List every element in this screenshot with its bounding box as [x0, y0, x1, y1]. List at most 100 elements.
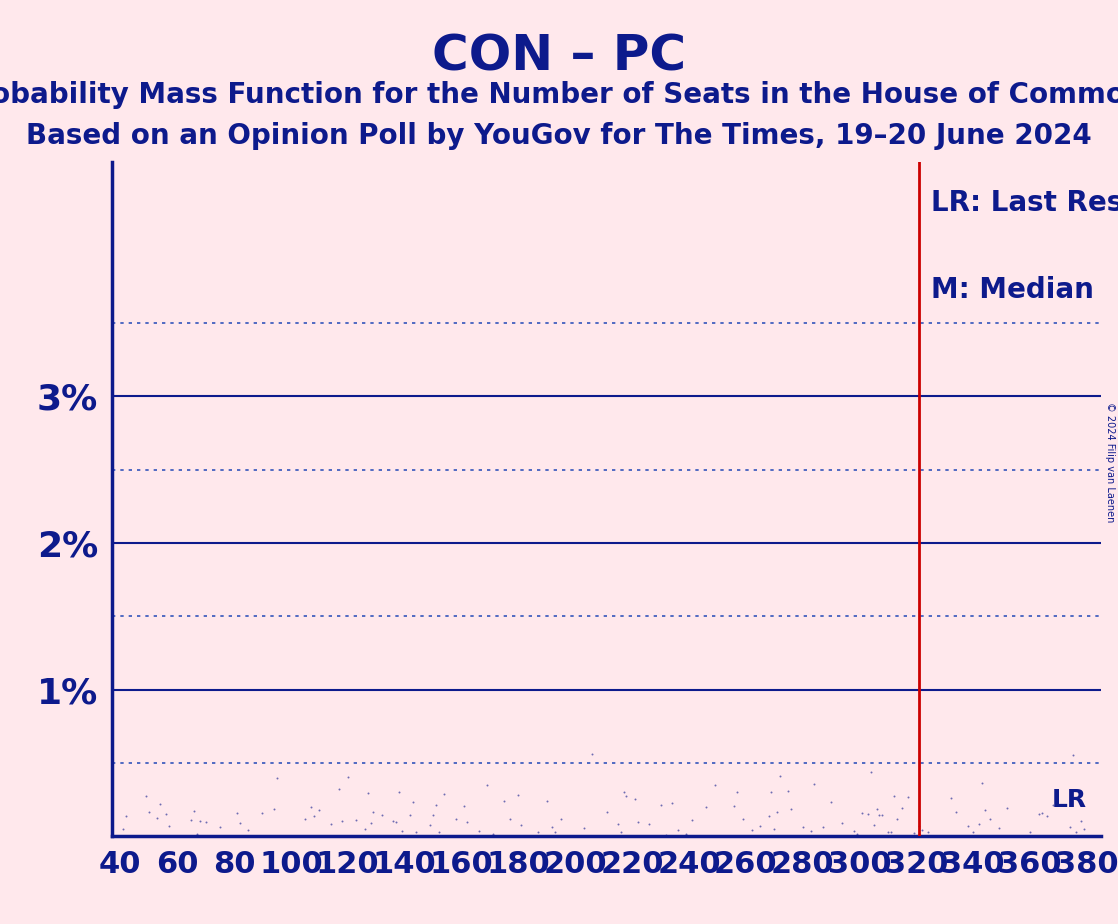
Point — [138, 788, 155, 803]
Point — [484, 827, 502, 842]
Point — [149, 811, 167, 826]
Point — [429, 824, 447, 839]
Point — [919, 824, 937, 839]
Point — [188, 826, 206, 841]
Point — [385, 813, 402, 828]
Point — [401, 808, 419, 822]
Point — [421, 818, 439, 833]
Point — [834, 816, 852, 831]
Point — [322, 817, 340, 832]
Point — [543, 820, 561, 834]
Point — [265, 801, 283, 816]
Point — [552, 811, 570, 826]
Point — [615, 784, 633, 799]
Point — [547, 824, 565, 839]
Point — [735, 811, 752, 826]
Point — [1064, 748, 1082, 762]
Point — [698, 800, 716, 815]
Point — [663, 796, 681, 810]
Point — [361, 816, 379, 831]
Point — [1033, 805, 1051, 820]
Point — [597, 805, 615, 820]
Point — [965, 825, 983, 840]
Point — [529, 824, 547, 839]
Text: Probability Mass Function for the Number of Seats in the House of Commons: Probability Mass Function for the Number… — [0, 81, 1118, 109]
Point — [424, 808, 442, 822]
Point — [865, 818, 883, 833]
Point — [803, 823, 821, 838]
Point — [311, 802, 329, 817]
Point — [1072, 813, 1090, 828]
Point — [333, 813, 351, 828]
Point — [728, 784, 746, 799]
Point — [847, 827, 865, 842]
Point — [390, 784, 408, 799]
Point — [114, 821, 132, 836]
Point — [879, 825, 897, 840]
Point — [628, 815, 646, 830]
Point — [302, 799, 320, 814]
Point — [157, 807, 174, 821]
Point — [913, 822, 931, 837]
Point — [884, 788, 902, 803]
Point — [140, 805, 158, 820]
Point — [899, 790, 917, 805]
Point — [575, 821, 593, 835]
Point — [794, 820, 812, 834]
Point — [683, 812, 701, 827]
Point — [447, 812, 465, 827]
Point — [501, 812, 519, 827]
Point — [348, 812, 366, 827]
Point — [495, 794, 513, 808]
Point — [947, 805, 965, 820]
Point — [976, 803, 994, 818]
Point — [510, 787, 528, 802]
Point — [254, 805, 272, 820]
Point — [436, 786, 454, 801]
Point — [910, 818, 928, 833]
Point — [455, 799, 473, 814]
Point — [538, 794, 556, 808]
Text: LR: Last Result: LR: Last Result — [930, 188, 1118, 217]
Text: LR: LR — [1052, 787, 1087, 811]
Point — [626, 792, 644, 807]
Point — [779, 784, 797, 798]
Point — [405, 795, 423, 809]
Point — [859, 807, 877, 821]
Point — [151, 796, 169, 811]
Point — [339, 770, 357, 784]
Point — [182, 812, 200, 827]
Point — [970, 816, 988, 831]
Point — [617, 789, 635, 804]
Point — [160, 819, 178, 833]
Point — [805, 776, 823, 791]
Point — [1067, 825, 1084, 840]
Point — [678, 826, 695, 841]
Text: © 2024 Filip van Laenen: © 2024 Filip van Laenen — [1106, 402, 1115, 522]
Point — [814, 820, 832, 834]
Point — [230, 816, 248, 831]
Point — [845, 824, 863, 839]
Point — [652, 798, 670, 813]
Point — [882, 824, 900, 839]
Point — [612, 824, 629, 839]
Point — [356, 821, 373, 836]
Point — [982, 811, 999, 826]
Point — [191, 813, 209, 828]
Text: Based on an Opinion Poll by YouGov for The Times, 19–20 June 2024: Based on an Opinion Poll by YouGov for T… — [26, 122, 1092, 150]
Point — [407, 825, 425, 840]
Point — [1044, 797, 1062, 812]
Point — [387, 814, 405, 829]
Point — [330, 782, 348, 796]
Point — [759, 809, 777, 824]
Point — [705, 778, 723, 793]
Point — [888, 811, 906, 826]
Point — [762, 784, 780, 799]
Point — [373, 808, 391, 822]
Point — [783, 801, 800, 816]
Point — [989, 821, 1007, 835]
Point — [392, 823, 410, 838]
Point — [771, 769, 789, 784]
Point — [873, 808, 891, 822]
Point — [998, 800, 1016, 815]
